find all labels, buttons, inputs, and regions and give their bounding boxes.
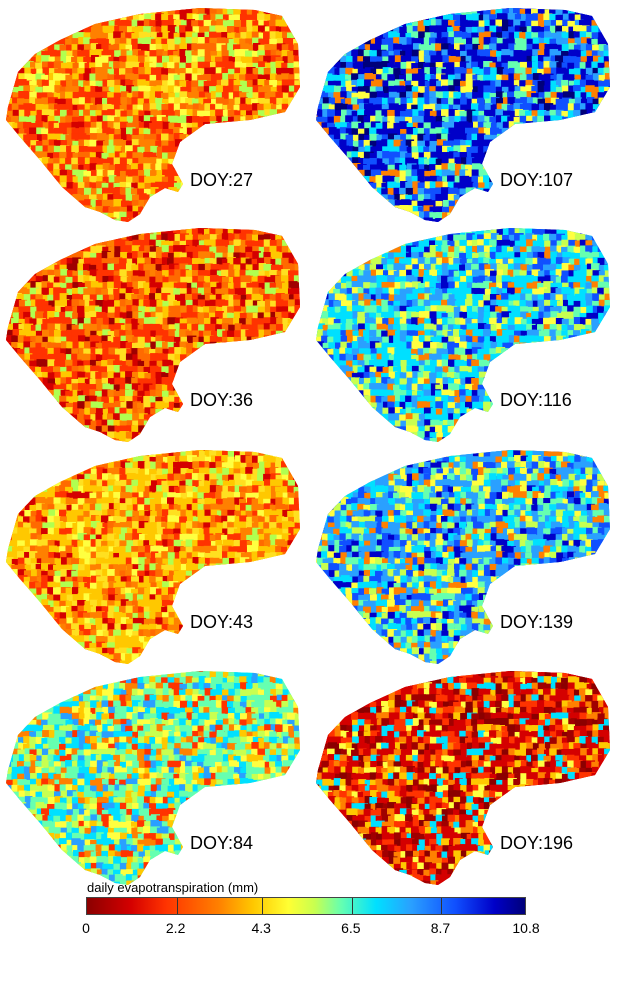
day-of-year-label: DOY:196	[500, 833, 574, 853]
et-raster-map	[6, 8, 300, 222]
map-panel: DOY:27	[0, 2, 300, 232]
map-panel: DOY:43	[0, 444, 300, 674]
map-panel: DOY:116	[310, 222, 610, 452]
day-of-year-label: DOY:116	[500, 390, 572, 410]
et-raster-map	[316, 671, 610, 885]
map-panel: DOY:84	[0, 665, 300, 895]
colorbar-tick-label: 2.2	[165, 920, 186, 936]
colorbar-legend: daily evapotranspiration (mm) 0 2.2 4.3 6.5…	[0, 880, 619, 981]
day-of-year-label: DOY:107	[500, 170, 574, 190]
day-of-year-label: DOY:84	[190, 833, 254, 853]
colorbar-tick	[176, 898, 178, 914]
day-of-year-label: DOY:139	[500, 612, 574, 632]
map-panel: DOY:36	[0, 222, 300, 452]
map-panel: DOY:196	[310, 665, 610, 895]
et-raster-map	[6, 450, 300, 664]
day-of-year-label: DOY:27	[190, 170, 254, 190]
colorbar-tick	[262, 898, 264, 914]
map-panel: DOY:139	[310, 444, 610, 674]
et-raster-map	[6, 228, 300, 442]
et-raster-map	[316, 8, 610, 222]
colorbar	[86, 897, 526, 915]
et-raster-map	[316, 450, 610, 664]
et-raster-map	[316, 228, 610, 442]
colorbar-tick-label: 0	[82, 920, 90, 936]
colorbar-tick-label: 6.5	[341, 920, 361, 936]
colorbar-tick-label: 10.8	[512, 920, 540, 936]
colorbar-tick-label: 4.3	[251, 920, 271, 936]
colorbar-tick-label: 8.7	[430, 920, 451, 936]
day-of-year-label: DOY:43	[190, 612, 254, 632]
colorbar-tick	[441, 898, 443, 914]
map-panel: DOY:107	[310, 2, 610, 232]
et-raster-map	[6, 671, 300, 885]
legend-title: daily evapotranspiration (mm)	[87, 880, 259, 895]
day-of-year-label: DOY:36	[190, 390, 254, 410]
colorbar-tick	[351, 898, 353, 914]
